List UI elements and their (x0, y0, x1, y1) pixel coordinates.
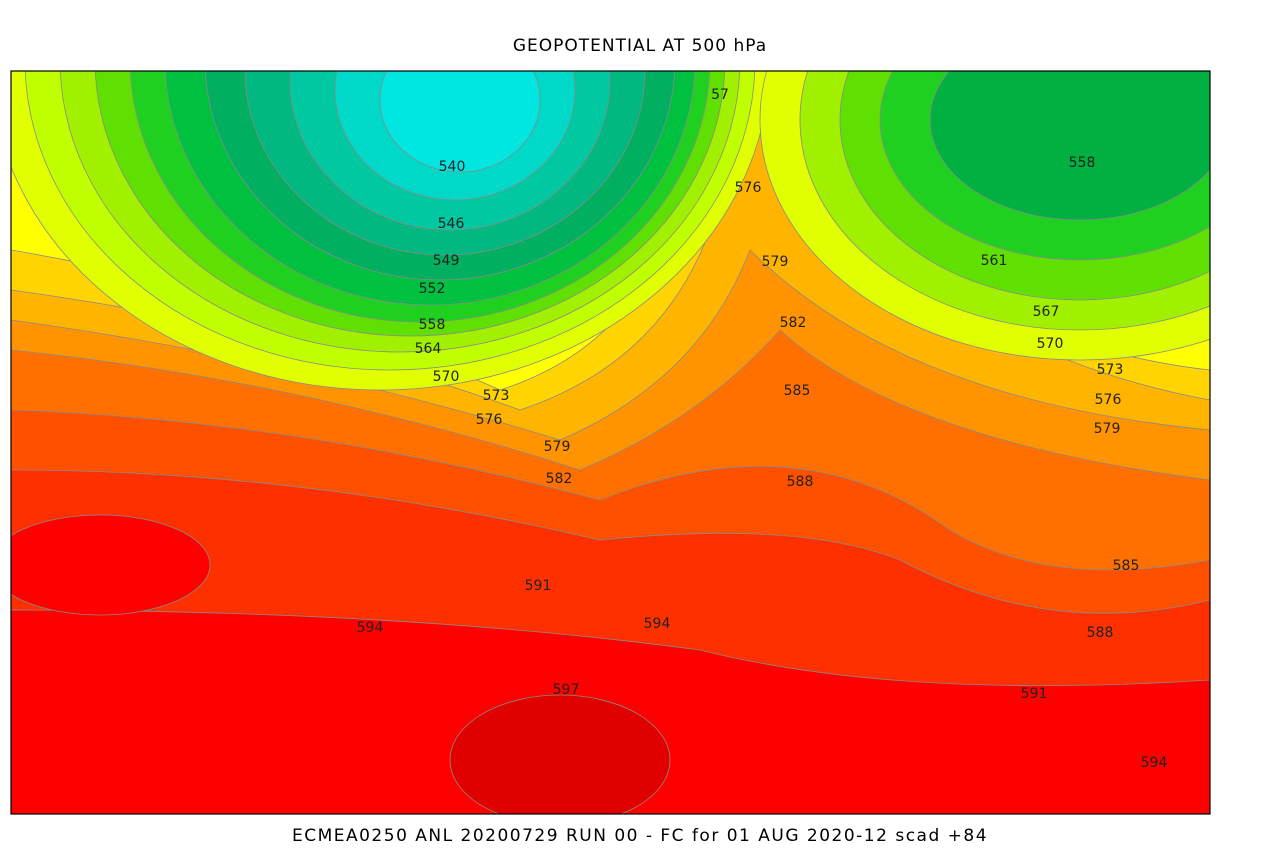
contour-label: 570 (1037, 336, 1064, 352)
map-title: GEOPOTENTIAL AT 500 hPa (513, 36, 767, 56)
contour-label: 540 (439, 159, 466, 175)
contour-labels: 57 540 546 549 552 558 564 570 573 576 579 582 576 57… (357, 87, 1168, 771)
band (11, 514, 211, 616)
contour-label: 594 (1141, 755, 1168, 771)
contour-label: 573 (483, 388, 510, 404)
map-frame (10, 70, 1211, 815)
contour-label: 552 (419, 281, 446, 297)
contour-label: 579 (762, 254, 789, 270)
contour-label: 579 (1094, 421, 1121, 437)
contour-label: 576 (735, 180, 762, 196)
contour-label: 576 (476, 412, 503, 428)
contour-label: 576 (1095, 392, 1122, 408)
contour-label: 588 (1087, 625, 1114, 641)
contour-label: 564 (415, 341, 442, 357)
contour-label: 591 (1021, 686, 1048, 702)
band (929, 71, 1210, 221)
contour-label: 546 (438, 216, 465, 232)
contour-label: 558 (1069, 155, 1096, 171)
contour-label: 561 (981, 253, 1008, 269)
contour-label: 585 (784, 383, 811, 399)
contour-label: 594 (644, 616, 671, 632)
contour-label: 585 (1113, 558, 1140, 574)
contour-label: 57 (711, 87, 729, 103)
contour-label: 582 (546, 471, 573, 487)
contour-label: 549 (433, 253, 460, 269)
contour-label: 591 (525, 578, 552, 594)
contour-label: 567 (1033, 304, 1060, 320)
contour-label: 573 (1097, 362, 1124, 378)
contour-label: 582 (780, 315, 807, 331)
contour-label: 570 (433, 369, 460, 385)
band (379, 71, 541, 173)
contour-label: 558 (419, 317, 446, 333)
map-footer: ECMEA0250 ANL 20200729 RUN 00 - FC for 0… (292, 826, 988, 846)
band (449, 694, 671, 814)
field (11, 71, 1210, 814)
contour-label: 594 (357, 620, 384, 636)
contour-label: 579 (544, 439, 571, 455)
contour-label: 588 (787, 474, 814, 490)
contour-label: 597 (553, 682, 580, 698)
